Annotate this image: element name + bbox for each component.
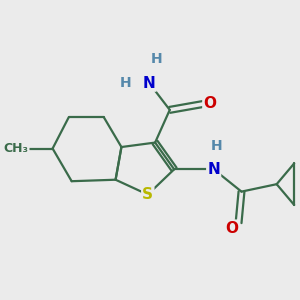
Text: H: H	[211, 139, 222, 152]
Text: O: O	[226, 221, 238, 236]
Text: O: O	[203, 96, 216, 111]
Text: N: N	[207, 162, 220, 177]
Text: CH₃: CH₃	[4, 142, 29, 155]
Text: N: N	[143, 76, 156, 91]
Text: S: S	[142, 187, 153, 202]
Text: H: H	[120, 76, 132, 90]
Text: H: H	[151, 52, 162, 66]
